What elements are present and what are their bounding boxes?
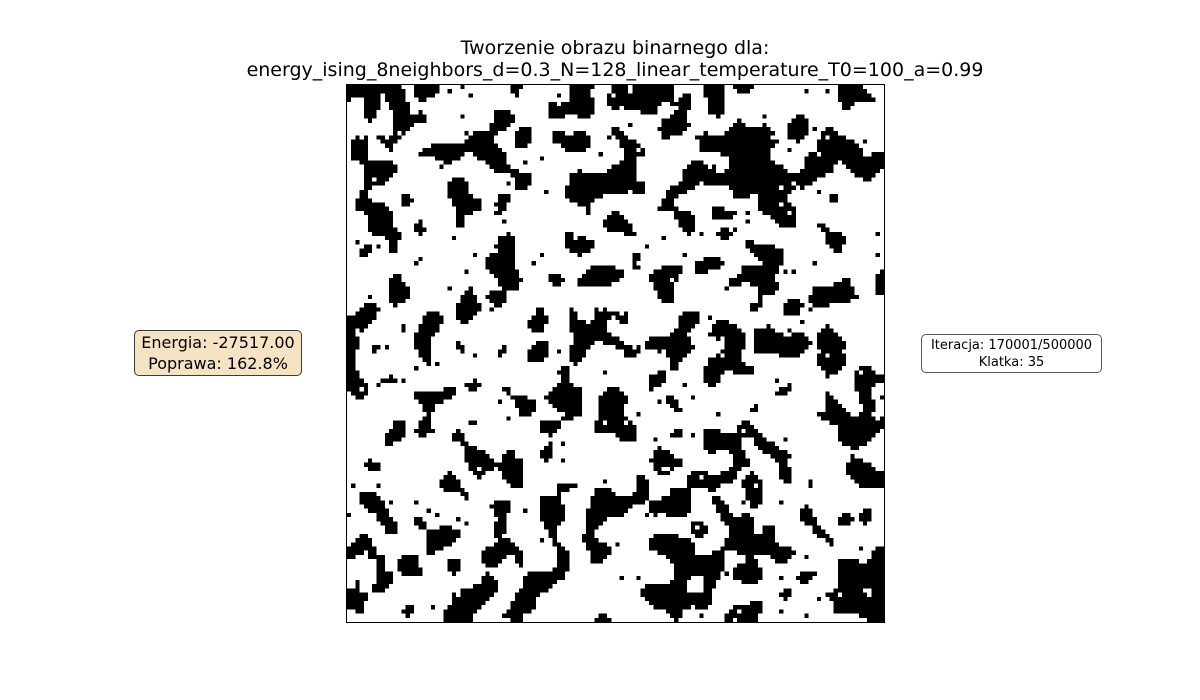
frame-counter: Klatka: 35: [978, 355, 1045, 370]
binary-image-frame: [346, 84, 885, 623]
energy-value: Energia: -27517.00: [141, 333, 295, 352]
figure-title-line-1: Tworzenie obrazu binarnego dla:: [460, 37, 770, 59]
iteration-info-box: Iteracja: 170001/500000 Klatka: 35: [921, 334, 1102, 373]
binary-ising-image: [347, 85, 884, 622]
iteration-counter: Iteracja: 170001/500000: [930, 338, 1093, 353]
energy-info-box: Energia: -27517.00 Poprawa: 162.8%: [134, 330, 302, 376]
figure-title-line-2: energy_ising_8neighbors_d=0.3_N=128_line…: [246, 59, 984, 81]
figure-title: Tworzenie obrazu binarnego dla: energy_i…: [0, 37, 1200, 81]
improvement-value: Poprawa: 162.8%: [148, 354, 288, 373]
